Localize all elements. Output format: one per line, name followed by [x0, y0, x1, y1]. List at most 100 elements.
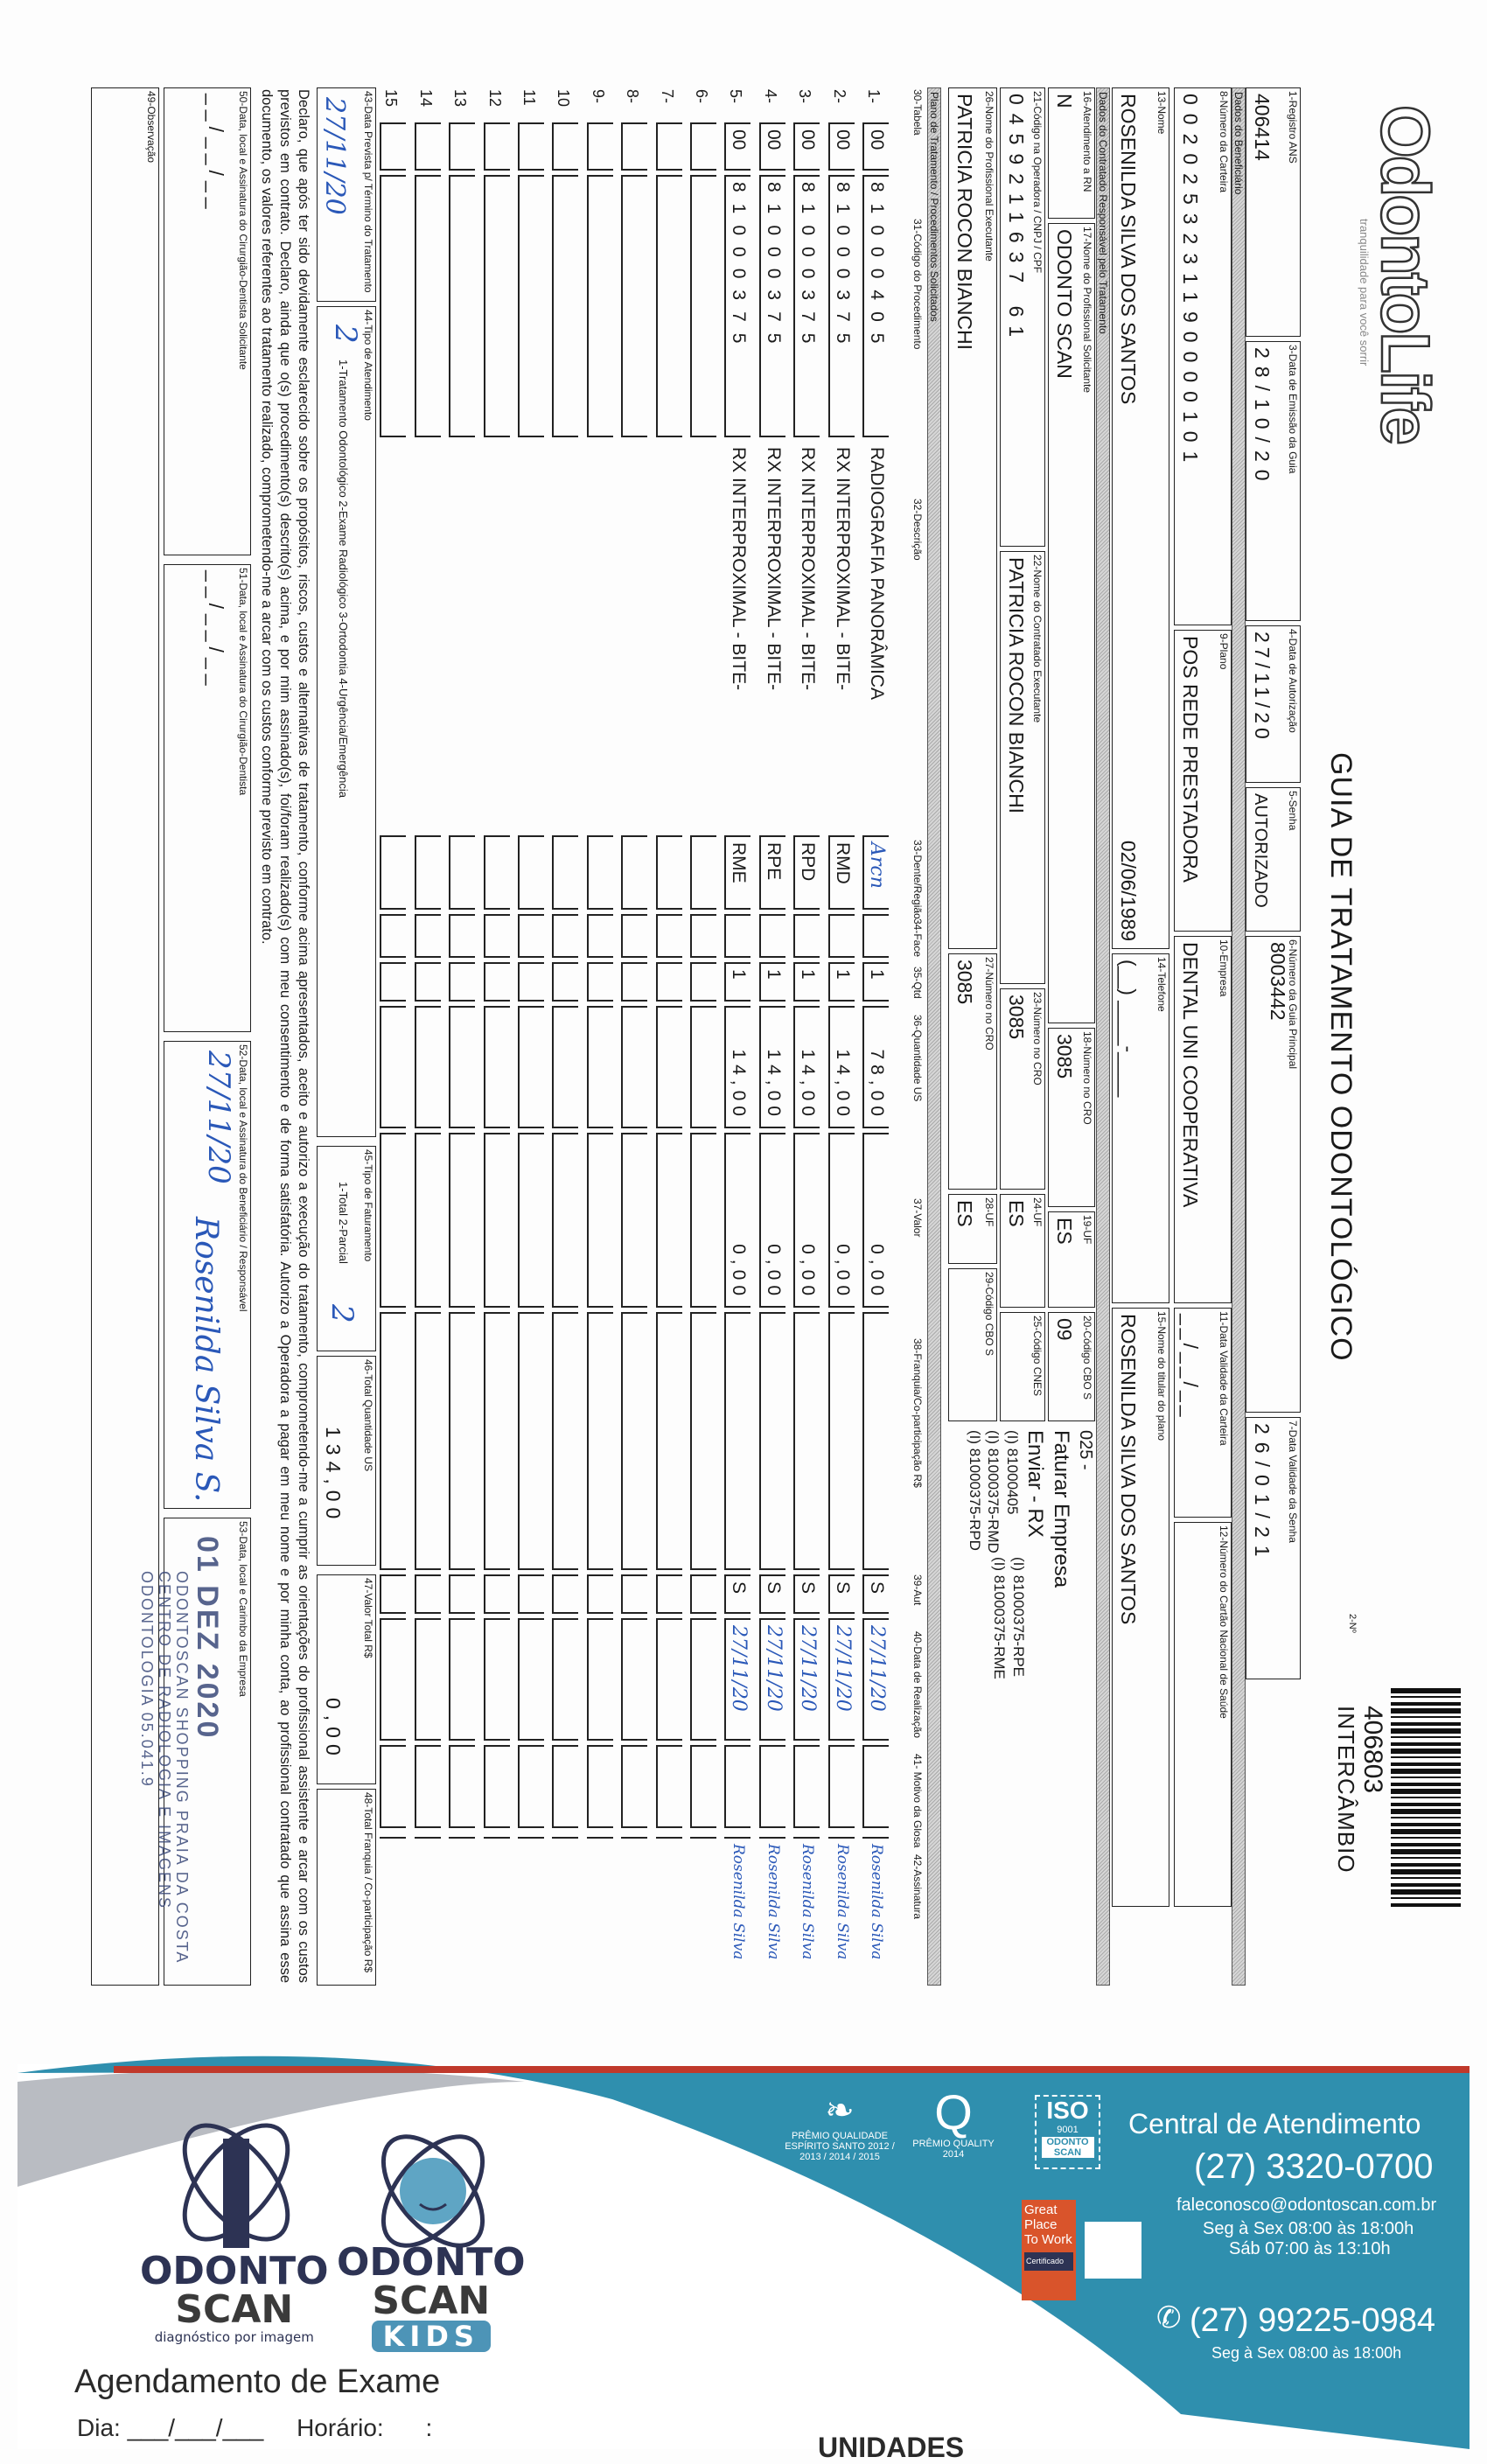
cell-assinatura[interactable]: Rosenilda Silva	[827, 1837, 855, 1981]
field-total-us[interactable]: 46-Total Quantidade US 134,00	[317, 1356, 376, 1566]
cell-descricao[interactable]	[449, 442, 475, 831]
cell-aut[interactable]	[414, 1574, 441, 1614]
cell-franquia[interactable]	[414, 1312, 441, 1570]
field-tipo-faturamento[interactable]: 45-Tipo de Faturamento 1-Total 2-Parcial 2	[317, 1146, 376, 1351]
cell-tabela[interactable]	[552, 122, 579, 171]
cell-face[interactable]	[724, 914, 751, 958]
field-total-franquia[interactable]: 48-Total Franquia / Co-participação R$	[317, 1789, 376, 1986]
field-valor-total[interactable]: 47-Valor Total R$ 0,00	[317, 1574, 376, 1784]
cell-descricao[interactable]	[587, 442, 613, 831]
cell-franquia[interactable]	[380, 1312, 407, 1570]
cell-tabela[interactable]: 00	[758, 122, 785, 171]
cell-valor[interactable]: 0,00	[793, 1133, 820, 1308]
cell-codigo[interactable]	[483, 175, 510, 437]
cell-descricao[interactable]	[484, 442, 510, 831]
field-prof-solicitante[interactable]: 17-Nome do Profissional Solicitante ODONT…	[1048, 223, 1095, 1023]
cell-franquia[interactable]	[552, 1312, 579, 1570]
cell-data[interactable]: 27/11/20	[758, 1618, 785, 1741]
cell-aut[interactable]	[655, 1574, 682, 1614]
cell-qtd[interactable]: 1	[758, 962, 785, 1002]
cell-codigo[interactable]: 81000375	[724, 175, 751, 437]
cell-face[interactable]	[380, 914, 407, 958]
field-prof-executante[interactable]: 26-Nome do Profissional Executante PATRIC…	[948, 87, 997, 949]
cell-data[interactable]	[483, 1618, 510, 1741]
cell-assinatura[interactable]	[380, 1837, 407, 1981]
cell-dente[interactable]	[483, 835, 510, 910]
cell-descricao[interactable]: RX INTERPROXIMAL - BITE-	[832, 447, 853, 691]
cell-us[interactable]: 14,00	[724, 1006, 751, 1128]
cell-aut[interactable]	[552, 1574, 579, 1614]
cell-aut[interactable]: S	[758, 1574, 785, 1614]
cell-us[interactable]: 14,00	[758, 1006, 785, 1128]
cell-face[interactable]	[862, 914, 889, 958]
cell-aut[interactable]: S	[827, 1574, 855, 1614]
cell-qtd[interactable]: 1	[862, 962, 889, 1002]
cell-aut[interactable]	[586, 1574, 613, 1614]
time-input[interactable]: :	[425, 2414, 433, 2441]
cell-qtd[interactable]: 1	[827, 962, 855, 1002]
cell-aut[interactable]	[483, 1574, 510, 1614]
cell-assinatura[interactable]: Rosenilda Silva	[724, 1837, 751, 1981]
cell-franquia[interactable]	[586, 1312, 613, 1570]
field-cbo-solicitante[interactable]: 20-Código CBO S 09	[1048, 1312, 1095, 1421]
cell-qtd[interactable]	[518, 962, 544, 1002]
day-input[interactable]: ___/___/___	[127, 2414, 264, 2441]
cell-data[interactable]	[586, 1618, 613, 1741]
cell-us[interactable]	[621, 1006, 648, 1128]
field-validade-senha[interactable]: 7-Data Validade da Senha 26/01/21	[1246, 1417, 1301, 1679]
cell-tabela[interactable]: 00	[724, 122, 751, 171]
field-nome[interactable]: 13-Nome ROSENILDA SILVA DOS SANTOS 02/06/1…	[1112, 87, 1169, 949]
cell-glosa[interactable]	[414, 1745, 441, 1828]
field-validade-carteira[interactable]: 11-Data Validade da Carteira __/__/__	[1174, 1308, 1232, 1518]
cell-tabela[interactable]	[655, 122, 682, 171]
cell-dente[interactable]: Arcn	[862, 835, 889, 910]
cell-descricao[interactable]: RX INTERPROXIMAL - BITE-	[729, 447, 750, 691]
cell-dente[interactable]	[690, 835, 716, 910]
cell-codigo[interactable]: 81000375	[793, 175, 820, 437]
cell-valor[interactable]	[449, 1133, 476, 1308]
cell-us[interactable]: 14,00	[827, 1006, 855, 1128]
cell-codigo[interactable]	[552, 175, 579, 437]
cell-descricao[interactable]	[656, 442, 682, 831]
cell-codigo[interactable]	[380, 175, 407, 437]
cell-face[interactable]	[690, 914, 716, 958]
cell-tabela[interactable]	[586, 122, 613, 171]
cell-dente[interactable]	[552, 835, 579, 910]
cell-aut[interactable]: S	[724, 1574, 751, 1614]
cell-valor[interactable]	[586, 1133, 613, 1308]
cell-us[interactable]	[690, 1006, 716, 1128]
field-atendimento-rn[interactable]: 16-Atendimento a RN N	[1048, 87, 1095, 219]
cell-codigo[interactable]	[690, 175, 716, 437]
cell-face[interactable]	[758, 914, 785, 958]
field-uf-solicitante[interactable]: 19-UF ES	[1048, 1211, 1095, 1308]
cell-qtd[interactable]	[621, 962, 648, 1002]
cell-codigo[interactable]	[518, 175, 544, 437]
cell-glosa[interactable]	[483, 1745, 510, 1828]
cell-assinatura[interactable]	[449, 1837, 476, 1981]
cell-glosa[interactable]	[758, 1745, 785, 1828]
cell-tabela[interactable]	[414, 122, 441, 171]
cell-valor[interactable]: 0,00	[724, 1133, 751, 1308]
cell-codigo[interactable]	[586, 175, 613, 437]
field-uf-contratado[interactable]: 24-UF ES	[1000, 1194, 1045, 1308]
cell-face[interactable]	[449, 914, 476, 958]
cell-qtd[interactable]	[655, 962, 682, 1002]
cell-descricao[interactable]	[690, 442, 716, 831]
field-data-emissao[interactable]: 3-Data de Emissão da Guia 28/10/20	[1246, 341, 1301, 621]
whatsapp-phone[interactable]: (27) 99225-0984	[1190, 2302, 1435, 2339]
cell-face[interactable]	[414, 914, 441, 958]
cell-franquia[interactable]	[724, 1312, 751, 1570]
cell-glosa[interactable]	[518, 1745, 544, 1828]
cell-descricao[interactable]	[518, 442, 544, 831]
cell-us[interactable]	[518, 1006, 544, 1128]
cell-tabela[interactable]: 00	[827, 122, 855, 171]
field-tipo-atendimento[interactable]: 44-Tipo de Atendimento 2 1-Tratamento Odon…	[317, 306, 376, 1137]
cell-face[interactable]	[793, 914, 820, 958]
cell-glosa[interactable]	[586, 1745, 613, 1828]
field-cnes[interactable]: 25-Código CNES	[1000, 1312, 1045, 1421]
cell-codigo[interactable]: 81000405	[862, 175, 889, 437]
cell-valor[interactable]	[414, 1133, 441, 1308]
field-observacao[interactable]: 49-Observação	[91, 87, 159, 1986]
field-carteira[interactable]: 8-Número da Carteira 0020253231190000101	[1174, 87, 1232, 625]
cell-tabela[interactable]	[690, 122, 716, 171]
